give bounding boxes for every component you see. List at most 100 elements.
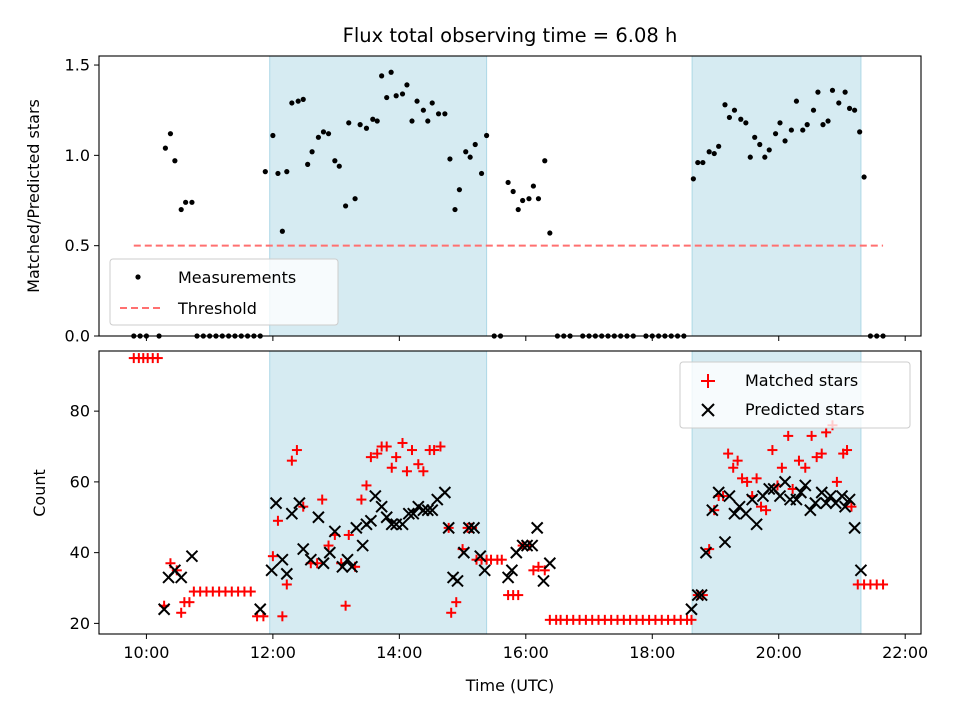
predicted-star-point	[174, 571, 188, 584]
measurement-point	[420, 107, 426, 113]
predicted-star-point	[285, 507, 299, 520]
measurement-point	[404, 82, 410, 88]
measurement-point	[857, 129, 863, 135]
predicted-star-point	[304, 553, 318, 566]
measurement-point	[800, 127, 806, 133]
x-tick-label: 22:00	[882, 643, 928, 662]
predicted-star-point	[809, 496, 822, 510]
predicted-star-point	[407, 507, 420, 520]
predicted-star-point	[838, 500, 852, 513]
measurement-point	[452, 206, 458, 213]
measurement-point	[472, 141, 478, 148]
measurement-point	[772, 131, 779, 137]
measurement-point	[788, 127, 794, 133]
predicted-star-point	[442, 521, 455, 535]
measurement-point	[393, 93, 399, 99]
matched-star-point	[372, 448, 383, 459]
measurement-point	[388, 69, 394, 75]
legend-marker-matched	[701, 374, 715, 388]
predicted-star-point	[848, 521, 861, 535]
measurement-point	[189, 199, 195, 205]
measurement-point	[695, 159, 701, 166]
measurement-point	[815, 89, 821, 95]
top-panel: 0.0 0.5 1.0 1.5 Matched/Predicted stars Mea…	[24, 55, 922, 346]
matched-star-point	[386, 462, 397, 473]
shaded-interval	[691, 55, 862, 337]
predicted-star-point	[794, 486, 808, 499]
measurement-point	[374, 118, 380, 124]
y-tick-label: 80	[70, 402, 90, 421]
predicted-star-point	[254, 603, 267, 616]
measurement-point	[722, 102, 728, 108]
matched-star-point	[413, 459, 424, 470]
measurement-point	[284, 169, 290, 175]
matched-star-point	[728, 462, 739, 473]
predicted-star-point	[341, 553, 354, 566]
measurement-point	[530, 183, 536, 189]
predicted-star-point	[280, 567, 294, 581]
measurement-point	[738, 116, 744, 122]
matched-star-point	[176, 607, 187, 618]
measurement-point	[762, 154, 768, 160]
measurement-point	[463, 149, 469, 155]
matched-star-point	[793, 455, 804, 466]
y-tick-label: 40	[70, 543, 90, 562]
predicted-star-point	[824, 489, 837, 503]
bottom-panel-ylabel: Count	[30, 469, 49, 517]
measurement-point	[379, 73, 385, 79]
matched-star-point	[742, 476, 753, 487]
legend-label-matched: Matched stars	[745, 371, 858, 390]
measurement-point	[336, 163, 342, 169]
predicted-star-point	[336, 560, 349, 573]
measurement-point	[346, 120, 352, 126]
measurement-point	[279, 228, 285, 234]
predicted-star-point	[345, 560, 359, 573]
matched-star-point	[267, 551, 278, 562]
predicted-star-point	[396, 518, 409, 531]
predicted-star-point	[728, 507, 741, 520]
matched-star-point	[821, 427, 832, 438]
measurement-point	[484, 132, 490, 139]
measurement-point	[547, 230, 553, 236]
legend-label-predicted: Predicted stars	[745, 400, 865, 419]
matched-star-point	[737, 473, 748, 484]
predicted-star-point	[421, 503, 435, 517]
measurement-point	[442, 111, 448, 117]
predicted-star-point	[790, 493, 803, 506]
predicted-star-point	[474, 549, 487, 563]
measurement-point	[183, 199, 189, 205]
measurement-point	[162, 145, 168, 151]
matched-star-point	[451, 597, 462, 608]
measurement-point	[515, 206, 521, 213]
measurement-point	[542, 158, 548, 164]
predicted-star-point	[854, 564, 868, 577]
predicted-star-point	[763, 482, 776, 496]
measurement-point	[690, 176, 696, 182]
matched-star-point	[446, 607, 457, 618]
measurement-point	[363, 125, 370, 131]
predicted-star-point	[843, 493, 856, 506]
measurement-point	[782, 138, 788, 144]
measurement-point	[505, 179, 511, 186]
predicted-star-point	[269, 496, 283, 510]
matched-star-point	[429, 445, 440, 456]
measurement-point	[766, 147, 772, 153]
predicted-star-point	[276, 553, 289, 566]
matched-star-point	[767, 445, 778, 456]
matched-star-point	[806, 430, 817, 441]
measurement-point	[172, 158, 178, 164]
matched-star-point	[533, 561, 544, 572]
predicted-star-point	[819, 496, 833, 510]
matched-star-point	[286, 455, 297, 466]
measurement-point	[731, 107, 738, 113]
predicted-star-point	[516, 539, 529, 552]
predicted-star-point	[265, 564, 278, 577]
matched-star-point	[291, 445, 302, 456]
predicted-star-point	[501, 571, 515, 584]
predicted-star-point	[417, 503, 430, 517]
matched-star-point	[340, 600, 351, 611]
matched-star-point	[686, 614, 697, 625]
predicted-star-point	[157, 603, 171, 616]
predicted-star-point	[699, 546, 713, 559]
matched-star-point	[281, 579, 292, 590]
